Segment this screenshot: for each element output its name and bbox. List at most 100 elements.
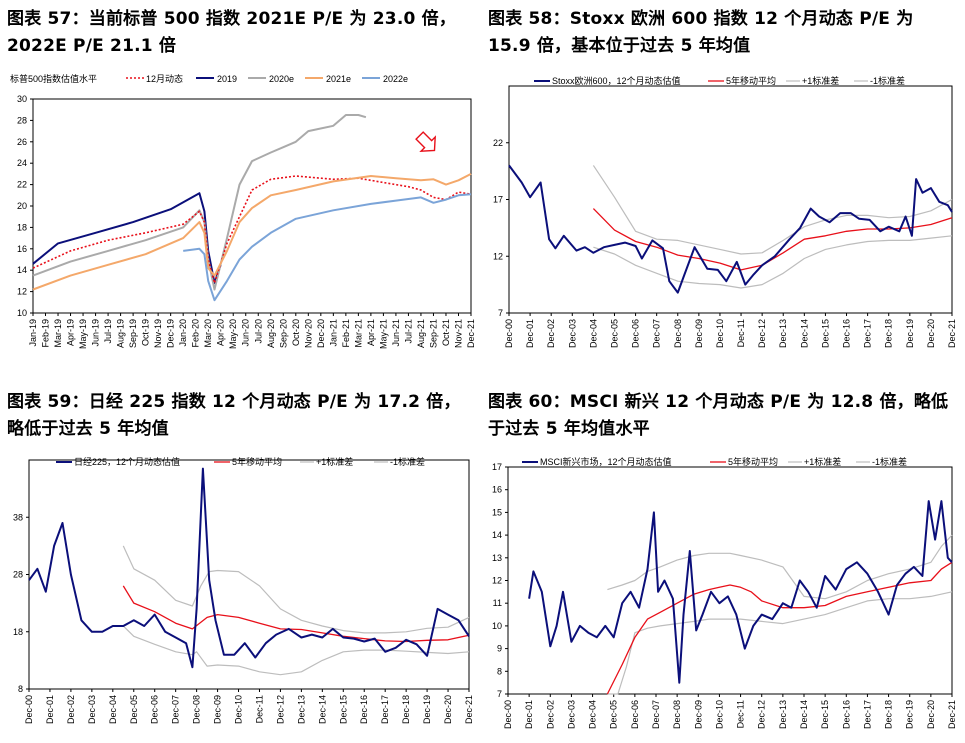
series-line: [607, 534, 953, 600]
x-tick-label: Dec-20: [443, 695, 453, 724]
x-tick-label: Nov-19: [153, 319, 163, 348]
chart-58-stoxx600-pe: 7 12 17 22 Dec-00 Dec-01 Dec-02 Dec-03 Dec-04 Dec…: [493, 75, 957, 348]
y-tick-label: 28: [13, 570, 23, 580]
y-tick-label: 18: [17, 222, 27, 232]
series-line: [593, 235, 953, 289]
x-tick-label: Dec-17: [380, 695, 390, 724]
legend-title: 标普500指数估值水平: [10, 73, 97, 84]
legend-58: Stoxx欧洲600，12个月动态估值 5年移动平均 +1标准差 -1标准差: [534, 75, 905, 86]
x-tick-label: Dec-21: [947, 700, 957, 729]
x-tick-label: Dec-16: [359, 695, 369, 724]
x-tick-label: Dec-01: [524, 700, 534, 729]
y-tick-label: 38: [13, 512, 23, 522]
x-tick-label: Dec-03: [566, 700, 576, 729]
x-tick-label: Aug-19: [116, 319, 126, 348]
x-tick-label: Nov-21: [453, 319, 463, 348]
x-tick-label: Dec-18: [884, 700, 894, 729]
series-line: [122, 625, 470, 676]
x-tick-label: Dec-16: [841, 700, 851, 729]
y-tick-label: 14: [492, 530, 502, 540]
x-tick-label: Dec-17: [862, 700, 872, 729]
x-tick-label: Jun-21: [391, 319, 401, 347]
x-tick-label: Dec-17: [863, 319, 873, 348]
x-tick-label: Dec-15: [820, 700, 830, 729]
x-tick-label: Jun-20: [241, 319, 251, 347]
x-tick-label: Aug-20: [266, 319, 276, 348]
y-tick-label: 30: [17, 94, 27, 104]
x-tick-label: Dec-19: [905, 319, 915, 348]
x-tick-label: Dec-15: [820, 319, 830, 348]
x-tick-label: Jan-19: [28, 319, 38, 347]
y-tick-label: 28: [17, 115, 27, 125]
y-tick-label: 11: [493, 598, 502, 608]
legend-ma: 5年移动平均: [726, 75, 776, 86]
x-tick-label: Dec-05: [609, 319, 619, 348]
chart-title-59: 图表 59：日经 225 指数 12 个月动态 P/E 为 17.2 倍，略低于…: [7, 392, 461, 439]
series-line: [32, 114, 367, 291]
y-tick-label: 13: [492, 553, 502, 563]
x-tick-label: Jul-19: [103, 319, 113, 344]
x-tick-label: Jul-20: [253, 319, 263, 344]
legend-2020e: 2020e: [269, 74, 294, 84]
x-tick-label: Jun-19: [91, 319, 101, 347]
x-tick-label: Dec-14: [799, 319, 809, 348]
x-tick-label: Apr-21: [366, 319, 376, 346]
legend-2019: 2019: [217, 74, 237, 84]
x-tick-label: Dec-04: [108, 695, 118, 724]
y-tick-label: 17: [492, 462, 502, 472]
series-line: [508, 164, 953, 294]
x-tick-label: Apr-20: [216, 319, 226, 346]
x-tick-label: Dec-06: [630, 700, 640, 729]
legend-p1: +1标准差: [316, 456, 353, 467]
x-tick-label: Dec-00: [24, 695, 34, 724]
y-tick-label: 12: [493, 251, 503, 261]
x-tick-label: Dec-19: [422, 695, 432, 724]
series-line: [122, 585, 470, 643]
x-tick-label: Dec-12: [275, 695, 285, 724]
x-tick-label: Dec-14: [317, 695, 327, 724]
series-line: [592, 165, 953, 255]
chart-title-58: 图表 58：Stoxx 欧洲 600 指数 12 个月动态 P/E 为 15.9…: [488, 9, 914, 56]
chart-title-57: 图表 57：当前标普 500 指数 2021E P/E 为 23.0 倍，202…: [7, 9, 457, 56]
x-tick-label: Sep-21: [428, 319, 438, 348]
x-tick-label: Dec-00: [503, 700, 513, 729]
x-tick-label: Dec-20: [926, 700, 936, 729]
x-tick-label: Dec-18: [884, 319, 894, 348]
x-tick-label: May-20: [228, 319, 238, 349]
y-tick-label: 24: [17, 158, 27, 168]
x-tick-label: Aug-21: [416, 319, 426, 348]
series-line: [122, 545, 470, 634]
series-line: [183, 193, 472, 302]
x-tick-label: Dec-08: [673, 319, 683, 348]
x-tick-label: Dec-08: [192, 695, 202, 724]
legend-p1: +1标准差: [804, 456, 841, 467]
x-tick-label: Dec-11: [736, 700, 746, 728]
legend-60: MSCI新兴市场，12个月动态估值 5年移动平均 +1标准差 -1标准差: [522, 456, 907, 467]
y-tick-label: 16: [492, 485, 502, 495]
y-tick-label: 18: [13, 627, 23, 637]
x-tick-label: Dec-19: [166, 319, 176, 348]
y-tick-label: 22: [493, 138, 503, 148]
x-tick-label: Dec-18: [401, 695, 411, 724]
x-tick-label: Dec-01: [45, 695, 55, 724]
x-tick-label: Dec-03: [87, 695, 97, 724]
x-tick-label: Apr-19: [66, 319, 76, 346]
y-tick-label: 20: [17, 201, 27, 211]
y-tick-label: 8: [18, 684, 23, 694]
x-tick-label: Dec-19: [905, 700, 915, 729]
y-tick-label: 9: [497, 644, 502, 654]
y-tick-label: 15: [492, 507, 502, 517]
legend-m1: -1标准差: [872, 456, 907, 467]
x-tick-label: Jan-20: [178, 319, 188, 347]
x-tick-label: Dec-04: [588, 319, 598, 348]
legend-2022e: 2022e: [383, 74, 408, 84]
x-tick-label: Jul-21: [403, 319, 413, 344]
y-tick-label: 8: [497, 666, 502, 676]
x-tick-label: Dec-06: [631, 319, 641, 348]
x-tick-label: Dec-06: [150, 695, 160, 724]
x-tick-label: Dec-12: [757, 319, 767, 348]
series-line: [28, 467, 470, 669]
x-tick-label: Oct-19: [141, 319, 151, 346]
legend-m1: -1标准差: [870, 75, 905, 86]
x-tick-label: Dec-11: [254, 695, 264, 723]
